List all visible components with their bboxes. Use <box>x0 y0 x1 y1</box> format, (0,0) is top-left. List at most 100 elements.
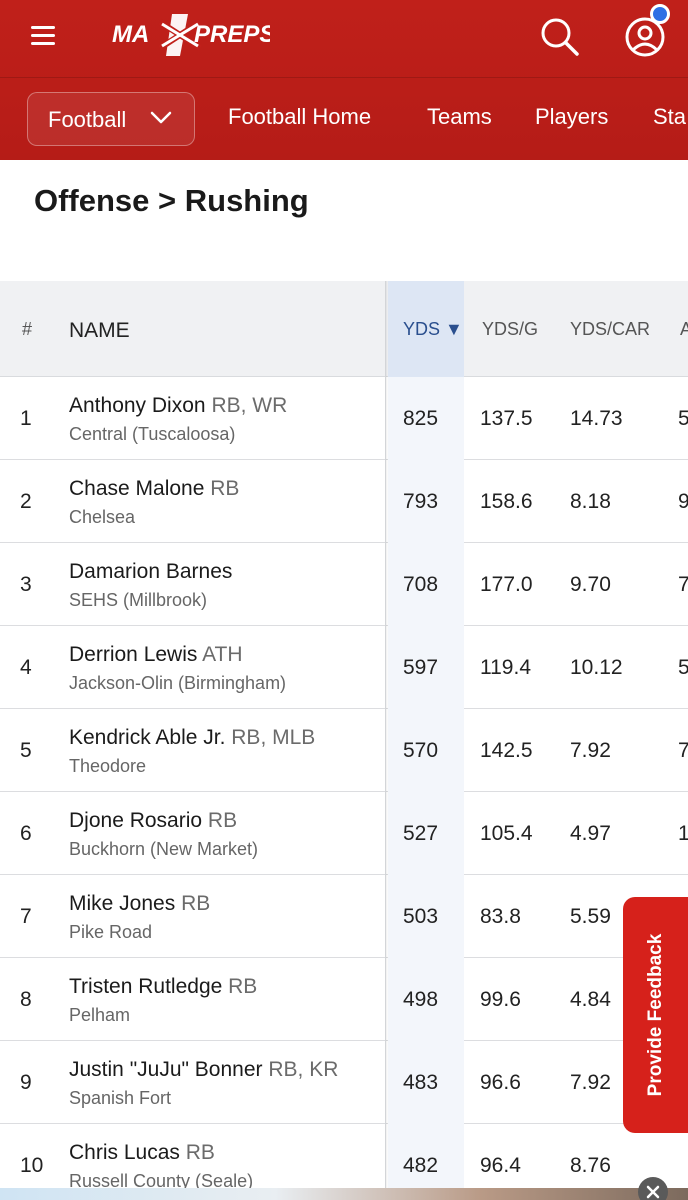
player-name-cell[interactable]: Mike Jones RB <box>69 892 210 916</box>
yds-per-game-cell: 137.5 <box>480 407 533 430</box>
player-name[interactable]: Tristen Rutledge <box>69 975 223 998</box>
player-school[interactable]: Chelsea <box>69 507 136 527</box>
sorted-column-cell-bg <box>388 460 464 543</box>
col-yds-header[interactable]: YDS ▼ <box>403 319 463 339</box>
yds-cell: 708 <box>403 573 439 596</box>
table-row[interactable]: 9 Justin "JuJu" Bonner RB, KR Spanish Fort… <box>0 1041 688 1124</box>
col-rank-header: # <box>22 319 33 339</box>
rank-cell: 6 <box>20 822 32 845</box>
user-account-icon[interactable] <box>620 12 670 62</box>
player-name-cell[interactable]: Chris Lucas RB <box>69 1141 215 1165</box>
cut-off-cell: 1 <box>678 822 688 845</box>
table-row[interactable]: 10 Chris Lucas RB Russell County (Seale) 48… <box>0 1124 688 1200</box>
sorted-column-cell-bg <box>388 792 464 875</box>
sorted-column-cell-bg <box>388 626 464 709</box>
yds-per-game-cell: 99.6 <box>480 988 521 1011</box>
nav-stats[interactable]: Sta <box>653 104 687 129</box>
player-name-cell[interactable]: Justin "JuJu" Bonner RB, KR <box>69 1058 338 1082</box>
player-name-cell[interactable]: Tristen Rutledge RB <box>69 975 257 999</box>
table-row[interactable]: 4 Derrion Lewis ATH Jackson-Olin (Birmingh… <box>0 626 688 709</box>
player-name-cell[interactable]: Derrion Lewis ATH <box>69 643 243 667</box>
col-yds-per-carry-header[interactable]: YDS/CAR <box>570 319 651 339</box>
player-school[interactable]: Central (Tuscaloosa) <box>69 424 236 444</box>
rank-cell: 8 <box>20 988 32 1011</box>
menu-icon[interactable] <box>26 22 60 50</box>
yds-cell: 503 <box>403 905 439 928</box>
yds-per-carry-cell: 7.92 <box>570 1071 611 1094</box>
sorted-column-cell-bg <box>388 958 464 1041</box>
table-row[interactable]: 5 Kendrick Able Jr. RB, MLB Theodore 570 142… <box>0 709 688 792</box>
yds-per-carry-cell: 8.76 <box>570 1154 611 1177</box>
cut-off-cell: 5 <box>678 407 688 430</box>
maxpreps-logo[interactable]: MA PREPS <box>110 12 270 58</box>
sport-select-label: Football <box>48 107 127 132</box>
sorted-column-cell-bg <box>388 709 464 792</box>
nav-players[interactable]: Players <box>535 104 609 129</box>
search-icon[interactable] <box>537 15 581 59</box>
ad-banner[interactable] <box>0 1188 688 1200</box>
player-name[interactable]: Justin "JuJu" Bonner <box>69 1058 263 1081</box>
player-school[interactable]: SEHS (Millbrook) <box>69 590 208 610</box>
sorted-column-highlight <box>388 281 464 377</box>
table-row[interactable]: 3 Damarion Barnes SEHS (Millbrook) 708 177.0… <box>0 543 688 626</box>
stats-table: # NAME YDS ▼ YDS/G YDS/CAR A 1 Anthony Di… <box>0 281 688 1200</box>
player-school[interactable]: Jackson-Olin (Birmingham) <box>69 673 287 693</box>
player-school[interactable]: Theodore <box>69 756 147 776</box>
top-header: MA PREPS Football Football Home Teams Pl… <box>0 0 688 160</box>
player-school[interactable]: Pike Road <box>69 922 153 942</box>
player-name[interactable]: Chris Lucas <box>69 1141 180 1164</box>
table-row[interactable]: 1 Anthony Dixon RB, WR Central (Tuscaloosa… <box>0 377 688 460</box>
col-cut-header[interactable]: A <box>680 319 688 339</box>
yds-per-carry-cell: 4.84 <box>570 988 611 1011</box>
table-row[interactable]: 7 Mike Jones RB Pike Road 503 83.8 5.59 <box>0 875 688 958</box>
col-yds-per-game-header[interactable]: YDS/G <box>482 319 539 339</box>
player-position: RB, MLB <box>231 726 316 749</box>
yds-per-carry-cell: 4.97 <box>570 822 611 845</box>
player-name-cell[interactable]: Chase Malone RB <box>69 477 239 501</box>
yds-per-game-cell: 119.4 <box>480 656 531 679</box>
yds-per-game-cell: 177.0 <box>480 573 533 596</box>
player-name-cell[interactable]: Anthony Dixon RB, WR <box>69 394 287 418</box>
sport-select-dropdown[interactable]: Football <box>27 92 195 146</box>
notification-dot <box>650 4 670 24</box>
provide-feedback-button[interactable]: Provide Feedback <box>623 897 688 1133</box>
yds-per-game-cell: 96.6 <box>480 1071 521 1094</box>
player-name[interactable]: Damarion Barnes <box>69 560 233 583</box>
player-name[interactable]: Kendrick Able Jr. <box>69 726 226 749</box>
yds-per-carry-cell: 9.70 <box>570 573 611 596</box>
player-school[interactable]: Spanish Fort <box>69 1088 172 1108</box>
cut-off-cell: 5 <box>678 656 688 679</box>
player-position: ATH <box>202 643 243 666</box>
player-school[interactable]: Pelham <box>69 1005 131 1025</box>
cut-off-cell: 7 <box>678 573 688 596</box>
table-header: # NAME YDS ▼ YDS/G YDS/CAR A <box>0 281 688 377</box>
table-row[interactable]: 8 Tristen Rutledge RB Pelham 498 99.6 4.84 <box>0 958 688 1041</box>
svg-text:MA: MA <box>112 21 149 48</box>
yds-per-game-cell: 142.5 <box>480 739 533 762</box>
player-name-cell[interactable]: Damarion Barnes <box>69 560 232 584</box>
rank-cell: 7 <box>20 905 32 928</box>
cut-off-cell: 7 <box>678 739 688 762</box>
table-row[interactable]: 6 Djone Rosario RB Buckhorn (New Market) 52… <box>0 792 688 875</box>
player-name-cell[interactable]: Djone Rosario RB <box>69 809 237 833</box>
player-position: RB <box>185 1141 215 1164</box>
yds-per-carry-cell: 8.18 <box>570 490 611 513</box>
table-row[interactable]: 2 Chase Malone RB Chelsea 793 158.6 8.18 9 <box>0 460 688 543</box>
player-name-cell[interactable]: Kendrick Able Jr. RB, MLB <box>69 726 315 750</box>
player-name[interactable]: Derrion Lewis <box>69 643 198 666</box>
nav-teams[interactable]: Teams <box>427 104 492 129</box>
player-name[interactable]: Mike Jones <box>69 892 176 915</box>
player-name[interactable]: Anthony Dixon <box>69 394 206 417</box>
close-icon[interactable] <box>638 1177 668 1200</box>
player-school[interactable]: Russell County (Seale) <box>69 1171 254 1191</box>
yds-per-game-cell: 83.8 <box>480 905 521 928</box>
yds-cell: 825 <box>403 407 439 430</box>
player-name[interactable]: Chase Malone <box>69 477 205 500</box>
page-title: Offense > Rushing <box>34 183 309 218</box>
player-school[interactable]: Buckhorn (New Market) <box>69 839 259 859</box>
yds-cell: 483 <box>403 1071 439 1094</box>
player-name[interactable]: Djone Rosario <box>69 809 203 832</box>
col-name-header[interactable]: NAME <box>69 319 130 342</box>
nav-football-home[interactable]: Football Home <box>228 104 372 129</box>
player-position: RB <box>207 809 238 832</box>
